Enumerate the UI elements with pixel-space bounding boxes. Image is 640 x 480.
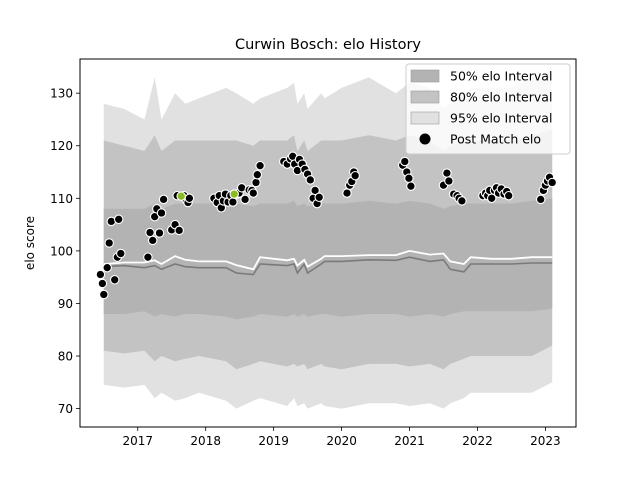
chart-title: Curwin Bosch: elo History (235, 37, 421, 53)
y-tick-label: 130 (50, 87, 73, 101)
post-match-point (310, 185, 320, 196)
y-tick-label: 90 (58, 297, 73, 311)
post-match-point (116, 248, 126, 259)
post-match-point (248, 188, 259, 198)
post-match-point (102, 262, 112, 273)
legend-swatch-band (410, 111, 440, 125)
x-tick-label: 2018 (190, 434, 221, 448)
y-tick-label: 120 (50, 139, 73, 153)
post-match-point (95, 269, 106, 280)
highlighted-post-match-point (176, 191, 186, 201)
post-match-point (251, 177, 261, 188)
y-tick-label: 80 (58, 350, 73, 364)
post-match-point (228, 197, 238, 207)
axes-frame (79, 58, 577, 428)
post-match-point (400, 156, 410, 167)
post-match-point (113, 214, 124, 225)
x-tick-label: 2020 (326, 434, 357, 448)
x-tick-label: 2023 (530, 434, 561, 448)
x-tick-label: 2021 (394, 434, 425, 448)
legend: 50% elo Interval 80% elo Interval 95% elo … (405, 63, 571, 155)
post-match-point (104, 238, 114, 248)
post-match-point (156, 208, 167, 218)
post-match-point (147, 235, 158, 246)
x-tick-label: 2019 (258, 434, 289, 448)
post-match-point (240, 194, 250, 205)
median-elo-line (103, 256, 553, 276)
highlighted-post-match-point (229, 189, 239, 199)
post-match-point (442, 168, 452, 178)
plot-area (95, 72, 557, 409)
x-tick-label: 2017 (122, 434, 153, 448)
post-match-point (97, 278, 108, 289)
post-match-point (158, 194, 169, 205)
post-match-point (314, 192, 324, 203)
x-axis: 2017 2018 2019 2020 2021 2022 2023 (122, 427, 561, 448)
x-tick-label: 2022 (462, 434, 493, 448)
y-axis-label: elo score (23, 216, 37, 270)
post-match-point (99, 289, 109, 300)
post-match-point (457, 196, 467, 206)
post-match-point (184, 193, 195, 204)
post-match-point (143, 252, 153, 262)
post-match-point (154, 228, 165, 238)
legend-swatch-band (410, 69, 440, 83)
legend-label: 95% elo Interval (450, 111, 552, 126)
post-match-point (145, 227, 155, 238)
band-50-interval (103, 198, 553, 320)
legend-swatch-band (410, 90, 440, 104)
post-match-point (350, 170, 360, 181)
y-axis: 70 80 90 100 110 120 130 (50, 87, 80, 416)
y-tick-label: 70 (58, 402, 73, 416)
post-match-point (406, 181, 416, 191)
post-match-point (252, 169, 263, 180)
y-tick-label: 100 (50, 244, 73, 258)
post-match-point (109, 275, 120, 285)
post-match-point (174, 225, 184, 236)
mean-elo-line (103, 249, 553, 271)
post-match-point (444, 176, 454, 186)
post-match-point (342, 188, 352, 198)
post-match-point (404, 173, 414, 184)
post-match-point (503, 190, 514, 201)
legend-label: 50% elo Interval (450, 69, 552, 84)
y-tick-label: 110 (50, 192, 73, 206)
legend-label: 80% elo Interval (450, 90, 552, 105)
post-match-point (547, 177, 557, 188)
legend-marker-post-match (419, 133, 431, 145)
post-match-point (305, 175, 316, 185)
post-match-point (535, 194, 546, 205)
post-match-point (255, 160, 265, 171)
legend-box (405, 63, 571, 155)
legend-label: Post Match elo (450, 132, 541, 147)
